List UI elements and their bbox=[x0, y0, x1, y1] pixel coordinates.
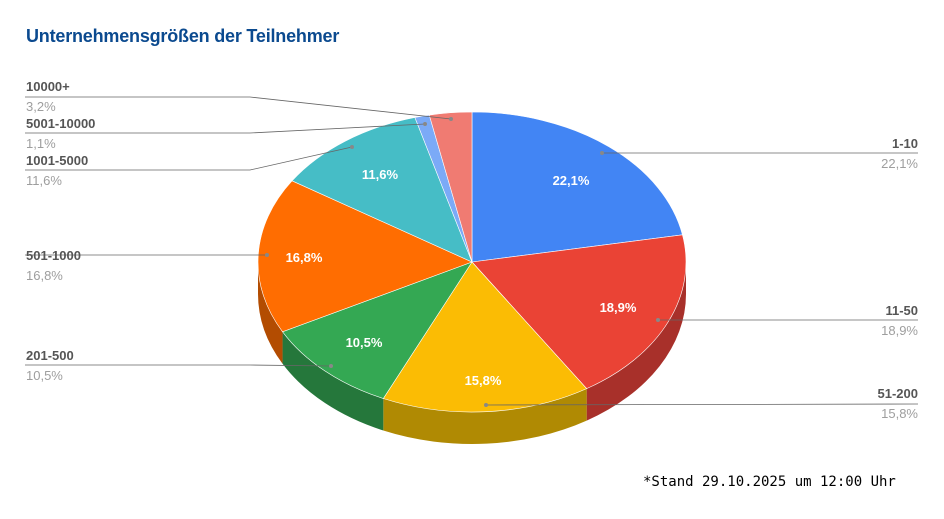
category-label: 201-500 bbox=[26, 348, 74, 363]
leader-dot bbox=[484, 403, 488, 407]
leader-line bbox=[25, 96, 452, 120]
leader-dot bbox=[656, 318, 660, 322]
pie-slice-1001-5000[interactable] bbox=[291, 117, 473, 263]
percent-label: 10,5% bbox=[26, 368, 63, 383]
pie-slice-1-10[interactable] bbox=[471, 111, 683, 263]
slice-side-11-50 bbox=[586, 262, 686, 421]
percent-label: 18,9% bbox=[881, 323, 918, 338]
percent-label: 1,1% bbox=[26, 136, 56, 151]
category-label: 10000+ bbox=[26, 79, 70, 94]
category-label: 1-10 bbox=[892, 136, 918, 151]
leader-dot bbox=[265, 253, 269, 257]
pie-slice-501-1000[interactable] bbox=[257, 180, 473, 333]
slice-side-51-200 bbox=[383, 388, 587, 444]
leader-dot bbox=[350, 145, 354, 149]
category-label: 5001-10000 bbox=[26, 116, 95, 131]
leader-line bbox=[485, 403, 919, 406]
percent-label: 11,6% bbox=[26, 173, 62, 188]
percent-label: 22,1% bbox=[881, 156, 918, 171]
pie-slice-10000+[interactable] bbox=[428, 111, 473, 263]
slice-value-label: 15,8% bbox=[465, 373, 502, 388]
leader-dot bbox=[423, 122, 427, 126]
percent-label: 3,2% bbox=[26, 99, 56, 114]
pie-slices bbox=[257, 111, 687, 413]
percent-label: 16,8% bbox=[26, 268, 63, 283]
footnote: *Stand 29.10.2025 um 12:00 Uhr bbox=[643, 474, 896, 490]
slice-value-label: 16,8% bbox=[286, 250, 323, 265]
leader-line bbox=[25, 123, 426, 134]
category-label: 51-200 bbox=[878, 386, 918, 401]
percent-label: 15,8% bbox=[881, 406, 918, 421]
slice-side-201-500 bbox=[282, 331, 384, 431]
leader-dot bbox=[329, 364, 333, 368]
slice-value-label: 18,9% bbox=[600, 300, 637, 315]
slice-value-label: 10,5% bbox=[346, 335, 383, 350]
slice-value-label: 11,6% bbox=[362, 167, 399, 182]
slice-value-label: 22,1% bbox=[553, 173, 590, 188]
leader-dot bbox=[449, 117, 453, 121]
leader-labels: 1-10 22,1% 11-50 18,9% 51-200 15,8% 201-500 10,… bbox=[25, 79, 918, 421]
chart-title: Unternehmensgrößen der Teilnehmer bbox=[26, 26, 340, 46]
leader-dot bbox=[600, 151, 604, 155]
category-label: 1001-5000 bbox=[26, 153, 88, 168]
pie-slice-11-50[interactable] bbox=[471, 234, 687, 390]
category-label: 501-1000 bbox=[26, 248, 81, 263]
leader-line bbox=[25, 364, 332, 367]
category-label: 11-50 bbox=[885, 303, 918, 318]
pie-slice-51-200[interactable] bbox=[382, 261, 588, 413]
leader-line bbox=[25, 146, 353, 171]
